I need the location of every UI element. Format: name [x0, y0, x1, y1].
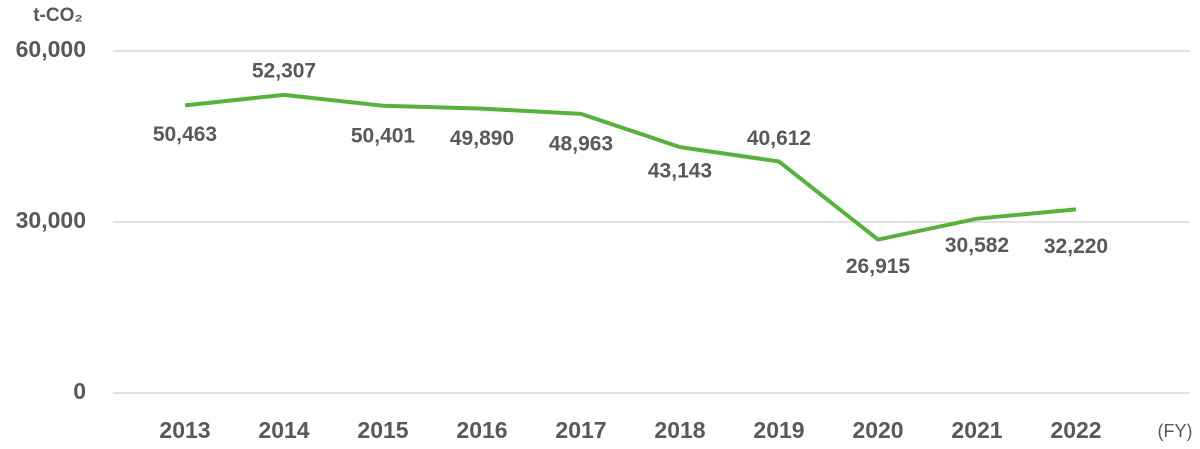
x-tick-label: 2014 [258, 417, 309, 443]
x-tick-label: 2019 [753, 417, 804, 443]
data-label: 49,890 [450, 127, 514, 150]
data-label: 40,612 [747, 127, 811, 150]
data-label: 32,220 [1044, 235, 1108, 258]
y-unit: t-CO₂ [33, 5, 83, 26]
x-tick-label: 2017 [555, 417, 606, 443]
x-tick-label: 2013 [159, 417, 210, 443]
data-label: 52,307 [252, 59, 316, 82]
data-label: 43,143 [648, 160, 712, 183]
x-tick-label: 2018 [654, 417, 705, 443]
y-tick-label: 30,000 [16, 207, 86, 233]
data-label: 50,401 [351, 124, 416, 147]
line [184, 92, 1077, 242]
data-label: 26,915 [846, 255, 911, 278]
data-label: 50,463 [153, 123, 217, 146]
x-tick-label: 2021 [951, 417, 1002, 443]
x-unit: (FY) [1158, 421, 1193, 441]
y-tick-label: 0 [73, 378, 86, 404]
data-label: 30,582 [945, 234, 1009, 257]
y-tick-label: 60,000 [16, 36, 86, 62]
x-tick-label: 2015 [357, 417, 408, 443]
x-tick-label: 2016 [456, 417, 507, 443]
x-tick-label: 2020 [852, 417, 903, 443]
data-label: 48,963 [549, 132, 613, 155]
x-tick-label: 2022 [1050, 417, 1101, 443]
